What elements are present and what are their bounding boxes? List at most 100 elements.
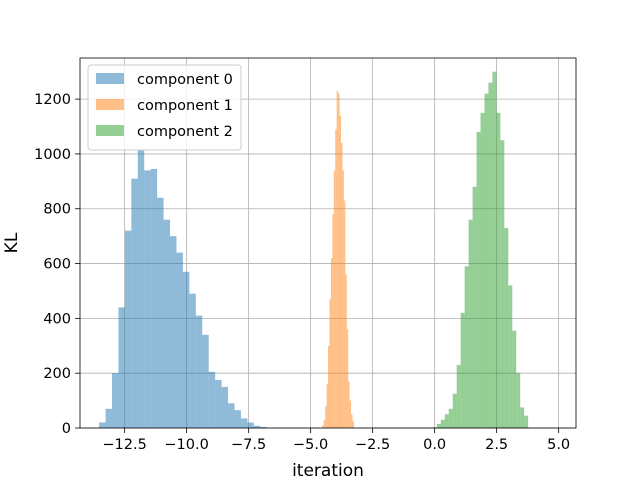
- histogram-bar-series-1: [345, 274, 347, 428]
- histogram-bar-series-1: [338, 93, 340, 428]
- histogram-bar-series-2: [452, 393, 457, 428]
- y-tick-label: 600: [43, 257, 71, 273]
- legend-swatch: [96, 73, 124, 84]
- y-axis-label: KL: [2, 232, 22, 253]
- histogram-bar-series-2: [476, 132, 481, 428]
- histogram-bar-series-2: [516, 373, 521, 428]
- histogram-bar-series-0: [234, 410, 241, 428]
- histogram-bar-series-0: [131, 178, 138, 428]
- histogram-bar-series-1: [330, 258, 333, 428]
- histogram-bar-series-0: [150, 169, 158, 428]
- histogram-bar-series-0: [111, 373, 119, 428]
- histogram-bar-series-0: [215, 380, 222, 428]
- histogram-bar-series-2: [496, 112, 501, 428]
- histogram-bar-series-1: [352, 421, 354, 428]
- histogram-bar-series-0: [189, 293, 196, 428]
- x-tick-label: −7.5: [231, 437, 266, 453]
- histogram-bar-series-0: [124, 230, 132, 428]
- histogram-bar-series-1: [343, 200, 346, 428]
- histogram-bar-series-0: [163, 219, 171, 428]
- histogram-bar-series-2: [460, 312, 465, 428]
- histogram-bar-series-2: [512, 330, 517, 428]
- histogram-bar-series-1: [346, 329, 349, 428]
- histogram-bar-series-1: [339, 115, 341, 429]
- histogram-bar-series-2: [520, 407, 525, 428]
- histogram-bar-series-0: [208, 371, 216, 428]
- histogram-bar-series-0: [99, 422, 106, 428]
- histogram-bar-series-0: [260, 426, 267, 428]
- histogram-bar-series-0: [182, 271, 190, 428]
- legend-swatch: [96, 125, 124, 136]
- legend-box: [87, 64, 242, 151]
- x-tick-label: 5.0: [547, 437, 570, 453]
- histogram-bar-series-1: [333, 170, 336, 429]
- legend-label: component 0: [137, 72, 233, 88]
- x-tick-label: 0.0: [423, 437, 446, 453]
- histogram-bar-series-2: [444, 414, 449, 428]
- histogram-bar-series-1: [322, 425, 324, 428]
- histogram-bar-series-1: [351, 414, 353, 428]
- histogram-bar-series-1: [342, 170, 344, 429]
- histogram-bar-series-2: [456, 364, 461, 428]
- histogram-bar-series-0: [228, 403, 235, 428]
- histogram-bar-series-0: [221, 386, 229, 428]
- y-tick-label: 400: [43, 311, 71, 327]
- histogram-bar-series-1: [325, 406, 327, 428]
- y-axis: 0 200 400 600 800 1000 1200: [34, 92, 80, 437]
- histogram-bar-series-2: [492, 71, 497, 428]
- legend-swatch: [96, 99, 124, 110]
- y-tick-label: 200: [43, 366, 71, 382]
- histogram-bar-series-2: [488, 82, 493, 429]
- histogram-bar-series-2: [484, 93, 489, 428]
- histogram-bar-series-0: [157, 197, 164, 428]
- y-tick-label: 800: [43, 202, 71, 218]
- x-tick-label: 2.5: [485, 437, 508, 453]
- y-tick-label: 1200: [34, 92, 71, 108]
- histogram-bar-series-1: [349, 400, 352, 428]
- histogram-bar-series-1: [336, 90, 339, 428]
- histogram-bar-series-0: [247, 422, 254, 428]
- histogram-bar-series-2: [500, 140, 505, 428]
- histogram-bar-series-2: [480, 112, 485, 428]
- legend-label: component 2: [137, 124, 233, 140]
- histogram-bar-series-2: [440, 419, 445, 428]
- histogram-bar-series-1: [332, 214, 334, 428]
- histogram-bar-series-2: [448, 408, 453, 428]
- histogram-bar-series-2: [468, 219, 473, 428]
- histogram-bar-series-0: [176, 252, 183, 428]
- histogram-bar-series-0: [202, 334, 209, 428]
- y-tick-label: 0: [62, 421, 71, 437]
- histogram-bar-series-0: [195, 315, 203, 428]
- histogram-bar-series-0: [253, 425, 261, 428]
- histogram-bar-series-1: [323, 419, 326, 428]
- histogram-bar-series-1: [348, 381, 350, 428]
- histogram-bar-series-2: [436, 423, 441, 428]
- histogram-bar-series-1: [335, 129, 337, 428]
- x-tick-label: −2.5: [355, 437, 390, 453]
- y-tick-label: 1000: [34, 147, 71, 163]
- plot-frame: [79, 57, 577, 429]
- histogram-bar-series-2: [524, 415, 529, 428]
- histogram-bar-series-0: [170, 236, 177, 428]
- histogram-bar-series-0: [137, 149, 145, 428]
- x-axis: −12.5 −10.0 −7.5 −5.0 −2.5 0.0 2.5 5.0: [102, 428, 570, 453]
- histogram-bar-series-2: [432, 427, 437, 428]
- histogram-bar-series-1: [326, 384, 329, 428]
- histogram-bar-series-1: [340, 142, 343, 429]
- histogram-bars: [99, 71, 529, 429]
- histogram-bar-series-1: [328, 345, 330, 428]
- histogram-bar-series-2: [464, 266, 469, 428]
- x-axis-label: iteration: [292, 461, 364, 480]
- x-tick-label: −10.0: [164, 437, 208, 453]
- histogram-bar-series-2: [472, 186, 477, 428]
- histogram-bar-series-0: [240, 418, 248, 428]
- histogram-bar-series-1: [329, 299, 331, 428]
- x-tick-label: −12.5: [102, 437, 146, 453]
- histogram-bar-series-2: [504, 227, 509, 428]
- legend-label: component 1: [137, 98, 233, 114]
- legend: component 0 component 1 component 2: [87, 64, 242, 151]
- histogram-bar-series-2: [508, 285, 513, 428]
- histogram-bar-series-0: [118, 307, 125, 428]
- histogram-bar-series-0: [144, 170, 151, 429]
